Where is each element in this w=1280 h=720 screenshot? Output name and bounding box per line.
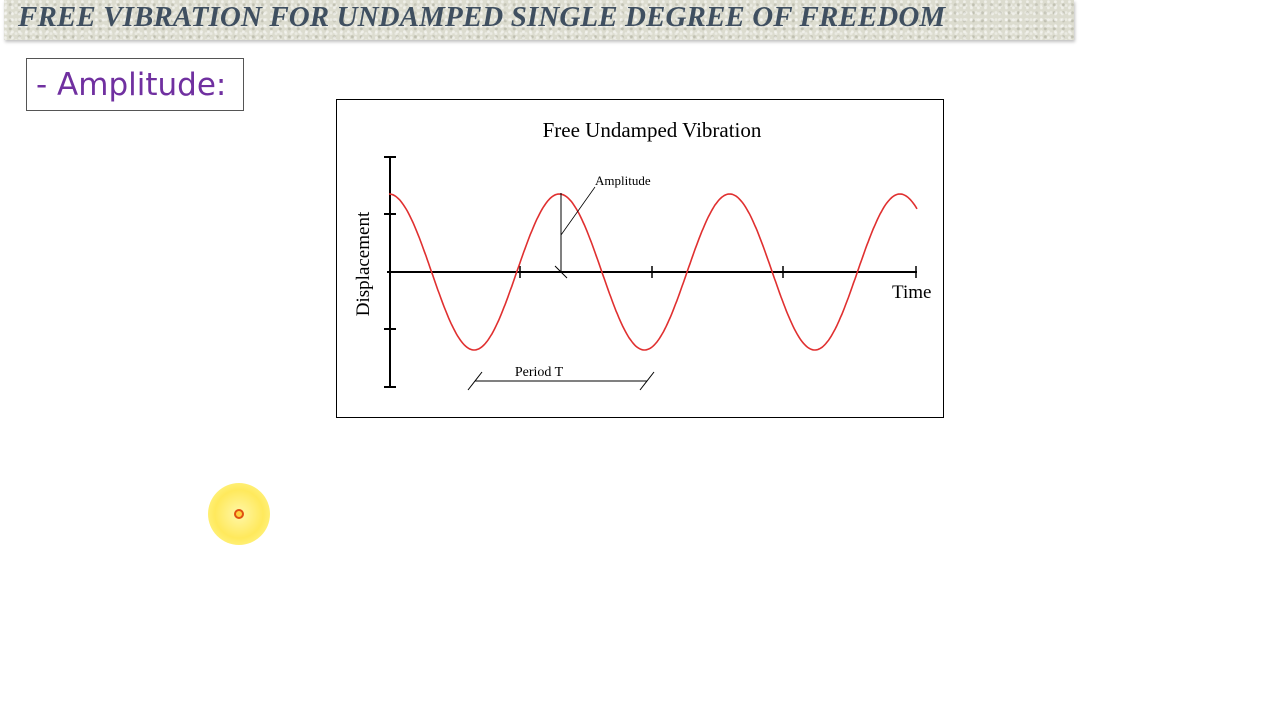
y-axis-label: Displacement bbox=[353, 211, 374, 316]
x-axis-label: Time bbox=[892, 282, 931, 303]
period-tick-left bbox=[467, 371, 483, 391]
vibration-figure: Free Undamped Vibration Displacement Tim… bbox=[336, 99, 944, 418]
period-tick-right bbox=[639, 371, 655, 391]
bullet-box: - Amplitude: bbox=[26, 58, 244, 111]
cursor-dot bbox=[234, 509, 244, 519]
bullet-text: - Amplitude: bbox=[36, 67, 227, 103]
axes bbox=[384, 156, 917, 388]
figure-title: Free Undamped Vibration bbox=[543, 118, 762, 142]
period-annotation: Period T bbox=[467, 365, 655, 391]
amplitude-marker-tick bbox=[554, 265, 568, 279]
amplitude-leader-line bbox=[560, 186, 596, 236]
amplitude-label: Amplitude bbox=[595, 173, 651, 188]
title-banner: FREE VIBRATION FOR UNDAMPED SINGLE DEGRE… bbox=[4, 0, 1074, 40]
page-title: FREE VIBRATION FOR UNDAMPED SINGLE DEGRE… bbox=[18, 1, 946, 33]
amplitude-annotation: Amplitude bbox=[554, 173, 651, 279]
vibration-diagram-svg: Free Undamped Vibration Displacement Tim… bbox=[353, 118, 931, 391]
cursor-highlight-icon bbox=[208, 483, 270, 545]
period-label: Period T bbox=[515, 365, 564, 380]
displacement-wave bbox=[388, 193, 918, 351]
